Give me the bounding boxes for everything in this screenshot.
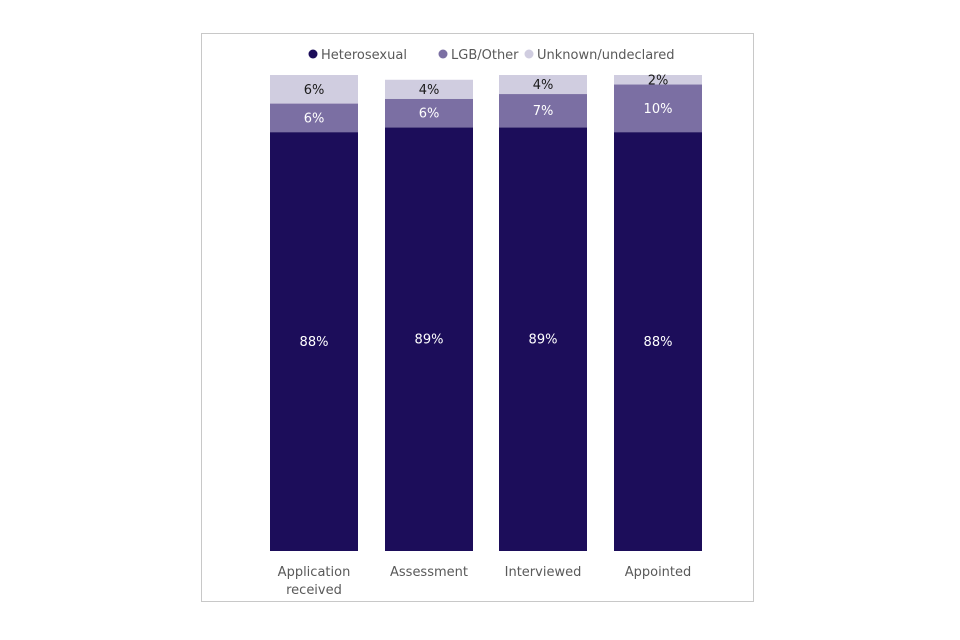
bar-heterosexual-interviewed — [499, 127, 587, 552]
bar-lgb-other-appointed — [614, 84, 702, 133]
category-label-appointed: Appointed — [625, 565, 692, 580]
data-label-unknown-undeclared-appointed: 2% — [648, 73, 669, 88]
data-label-unknown-undeclared-interviewed: 4% — [533, 78, 554, 93]
category-labels: Application received Assessment Interviewed… — [278, 565, 692, 598]
legend-marker-lgb-other — [438, 49, 448, 59]
data-label-heterosexual-appointed: 88% — [644, 335, 673, 350]
legend-label-heterosexual: Heterosexual — [321, 48, 407, 63]
bar-heterosexual-application-received — [270, 132, 358, 551]
category-label-interviewed: Interviewed — [505, 565, 582, 580]
bar-stack-assessment: 89% 6% 4% — [385, 79, 473, 552]
bar-lgb-other-assessment — [385, 98, 473, 128]
bar-lgb-other-application-received — [270, 103, 358, 133]
legend-marker-unknown-undeclared — [524, 49, 534, 59]
legend-item-unknown-undeclared: Unknown/undeclared — [524, 48, 675, 63]
bar-heterosexual-assessment — [385, 127, 473, 552]
data-label-unknown-undeclared-assessment: 4% — [419, 83, 440, 98]
data-label-lgb-other-appointed: 10% — [644, 102, 673, 117]
bar-stack-appointed: 88% 10% 2% — [614, 73, 702, 551]
data-label-lgb-other-application-received: 6% — [304, 111, 325, 126]
bar-unknown-undeclared-appointed — [614, 75, 702, 85]
bar-unknown-undeclared-application-received — [270, 75, 358, 104]
legend-item-heterosexual: Heterosexual — [308, 48, 407, 63]
legend: Heterosexual LGB/Other Unknown/undeclared — [308, 48, 675, 63]
legend-label-lgb-other: LGB/Other — [451, 48, 519, 63]
data-label-unknown-undeclared-application-received: 6% — [304, 83, 325, 98]
bar-heterosexual-appointed — [614, 132, 702, 551]
data-label-lgb-other-assessment: 6% — [419, 107, 440, 122]
data-label-heterosexual-assessment: 89% — [415, 333, 444, 348]
category-label-application-received: Application received — [278, 565, 351, 598]
bar-lgb-other-interviewed — [499, 94, 587, 128]
bar-stack-interviewed: 89% 7% 4% — [499, 75, 587, 552]
bars-group: 88% 6% 6% 89% 6% 4% 89% 7% 4% 88% 10% 2% — [270, 73, 702, 552]
bar-stack-application-received: 88% 6% 6% — [270, 75, 358, 551]
legend-item-lgb-other: LGB/Other — [438, 48, 519, 63]
category-label-assessment: Assessment — [390, 565, 468, 580]
bar-unknown-undeclared-interviewed — [499, 75, 587, 95]
data-label-heterosexual-interviewed: 89% — [529, 333, 558, 348]
legend-marker-heterosexual — [308, 49, 318, 59]
legend-label-unknown-undeclared: Unknown/undeclared — [537, 48, 675, 63]
data-label-heterosexual-application-received: 88% — [300, 335, 329, 350]
bar-unknown-undeclared-assessment — [385, 79, 473, 99]
data-label-lgb-other-interviewed: 7% — [533, 104, 554, 119]
